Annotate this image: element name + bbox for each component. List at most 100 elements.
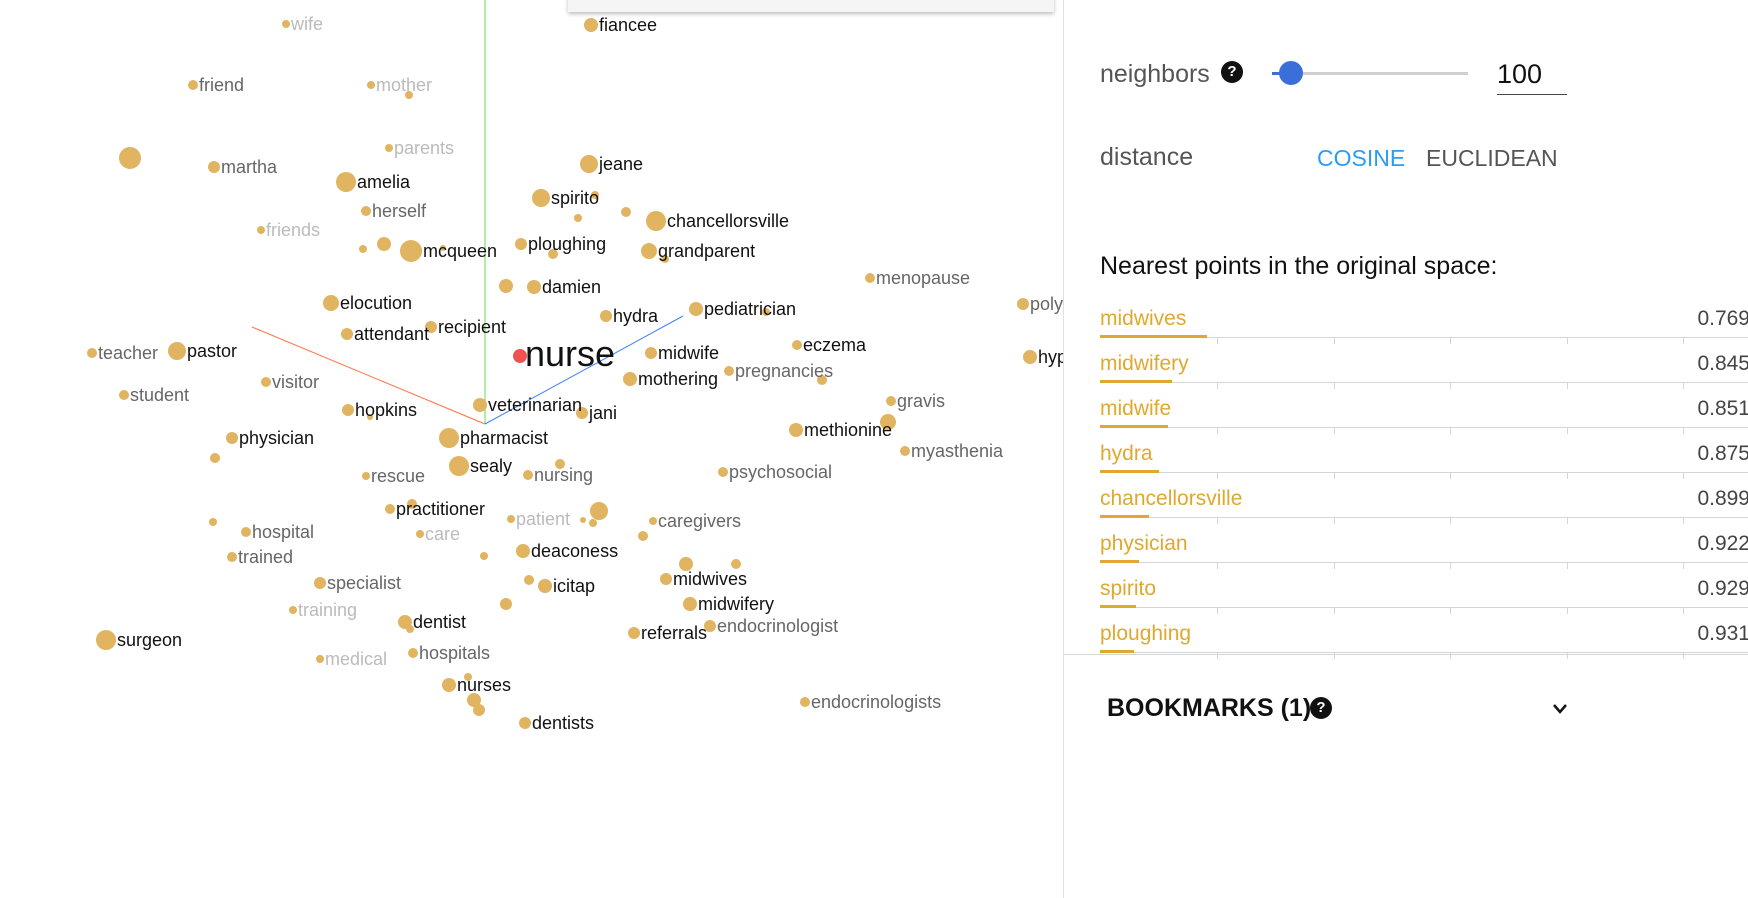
point-label[interactable]: damien [542, 277, 602, 297]
data-point[interactable] [516, 544, 530, 558]
point-label[interactable]: patient [516, 509, 571, 529]
data-point[interactable] [589, 519, 597, 527]
data-point[interactable] [408, 648, 418, 658]
nearest-point-word[interactable]: ploughing [1100, 622, 1192, 645]
data-point[interactable] [789, 423, 803, 437]
data-point[interactable] [683, 597, 697, 611]
nearest-point-word[interactable]: midwives [1100, 307, 1187, 330]
data-point[interactable] [398, 615, 412, 629]
point-label[interactable]: surgeon [117, 630, 183, 650]
point-label[interactable]: veterinarian [488, 395, 583, 415]
data-point[interactable] [704, 620, 716, 632]
point-label[interactable]: teacher [98, 343, 159, 363]
data-point[interactable] [590, 502, 608, 520]
point-label[interactable]: referrals [641, 623, 708, 643]
data-point[interactable] [407, 499, 417, 509]
data-point[interactable] [439, 428, 459, 448]
data-point[interactable] [817, 375, 827, 385]
point-label[interactable]: specialist [327, 573, 402, 593]
point-label[interactable]: hopkins [355, 400, 418, 420]
embedding-projector-canvas[interactable]: wife fiancee friend mother parents martha amel… [0, 0, 1063, 898]
data-point[interactable] [548, 249, 558, 259]
help-icon[interactable]: ? [1310, 697, 1332, 719]
point-label[interactable]: jani [589, 403, 618, 423]
point-label[interactable]: training [298, 600, 358, 620]
point-label[interactable]: hyp [1038, 347, 1063, 367]
nearest-point-row[interactable]: ploughing 0.931 [1100, 616, 1748, 660]
data-point[interactable] [480, 552, 488, 560]
data-point[interactable] [515, 238, 527, 250]
data-point[interactable] [314, 577, 326, 589]
point-label[interactable]: martha [221, 157, 278, 177]
data-point[interactable] [499, 279, 513, 293]
data-point[interactable] [467, 693, 481, 707]
point-label[interactable]: mothering [638, 369, 719, 389]
point-label[interactable]: visitor [272, 372, 320, 392]
data-point[interactable] [425, 321, 437, 333]
point-label[interactable]: friend [199, 75, 245, 95]
point-label[interactable]: wife [291, 14, 324, 34]
data-point[interactable] [731, 559, 741, 569]
data-point[interactable] [574, 214, 582, 222]
data-point[interactable] [580, 517, 586, 523]
nearest-point-word[interactable]: midwife [1100, 397, 1172, 420]
data-point[interactable] [500, 598, 512, 610]
data-point[interactable] [377, 237, 391, 251]
point-label[interactable]: hospital [252, 522, 315, 542]
scatter-plot-3d[interactable] [0, 0, 1063, 898]
point-label[interactable]: herself [372, 201, 427, 221]
data-point[interactable] [188, 80, 198, 90]
bookmarks-header[interactable]: BOOKMARKS (1) [1107, 694, 1312, 722]
point-label[interactable]: midwives [673, 569, 748, 589]
point-label[interactable]: endocrinologist [717, 616, 839, 636]
cosine-button[interactable]: COSINE [1317, 145, 1406, 171]
nearest-point-word[interactable]: hydra [1100, 442, 1153, 465]
point-label[interactable]: elocution [340, 293, 413, 313]
nearest-point-row[interactable]: spirito 0.929 [1100, 571, 1748, 615]
neighbors-slider-thumb[interactable] [1279, 61, 1303, 85]
data-point[interactable] [762, 308, 770, 316]
data-point[interactable] [724, 366, 734, 376]
data-point[interactable] [361, 206, 371, 216]
data-point[interactable] [661, 255, 669, 263]
data-point[interactable] [532, 189, 550, 207]
nearest-point-row[interactable]: chancellorsville 0.899 [1100, 481, 1748, 525]
data-point[interactable] [449, 456, 469, 476]
point-label[interactable]: ploughing [528, 234, 607, 254]
data-point[interactable] [679, 557, 693, 571]
nearest-point-word[interactable]: spirito [1100, 577, 1157, 600]
point-label[interactable]: endocrinologists [811, 692, 942, 712]
data-point[interactable] [538, 579, 552, 593]
data-point[interactable] [473, 398, 487, 412]
point-label[interactable]: student [130, 385, 190, 405]
point-label[interactable]: midwife [658, 343, 720, 363]
nearest-point-word[interactable]: chancellorsville [1100, 487, 1243, 510]
help-icon[interactable]: ? [1221, 61, 1243, 83]
data-point[interactable] [87, 348, 97, 358]
data-point[interactable] [440, 245, 446, 251]
neighbors-slider-track[interactable] [1272, 72, 1468, 75]
data-point[interactable] [473, 704, 485, 716]
nearest-point-row[interactable]: midwife 0.851 [1100, 391, 1748, 435]
point-label[interactable]: rescue [371, 466, 426, 486]
chevron-down-icon[interactable] [1552, 700, 1568, 718]
nearest-point-row[interactable]: physician 0.922 [1100, 526, 1748, 570]
data-point[interactable] [119, 390, 129, 400]
data-point[interactable] [580, 155, 598, 173]
data-point[interactable] [600, 310, 612, 322]
point-label[interactable]: dentist [413, 612, 467, 632]
nearest-point-word[interactable]: physician [1100, 532, 1188, 555]
nearest-point-word[interactable]: midwifery [1100, 352, 1189, 375]
point-label[interactable]: pharmacist [460, 428, 549, 448]
data-point[interactable] [660, 573, 672, 585]
data-point[interactable] [1023, 350, 1037, 364]
data-point[interactable] [96, 630, 116, 650]
point-label[interactable]: icitap [553, 576, 596, 596]
point-label[interactable]: nurses [457, 675, 512, 695]
point-label[interactable]: menopause [876, 268, 971, 288]
data-point[interactable] [555, 459, 565, 469]
point-label[interactable]: deaconess [531, 541, 619, 561]
point-label[interactable]: hospitals [419, 643, 491, 663]
data-point[interactable] [591, 191, 599, 199]
nearest-point-row[interactable]: midwives 0.769 [1100, 301, 1748, 345]
